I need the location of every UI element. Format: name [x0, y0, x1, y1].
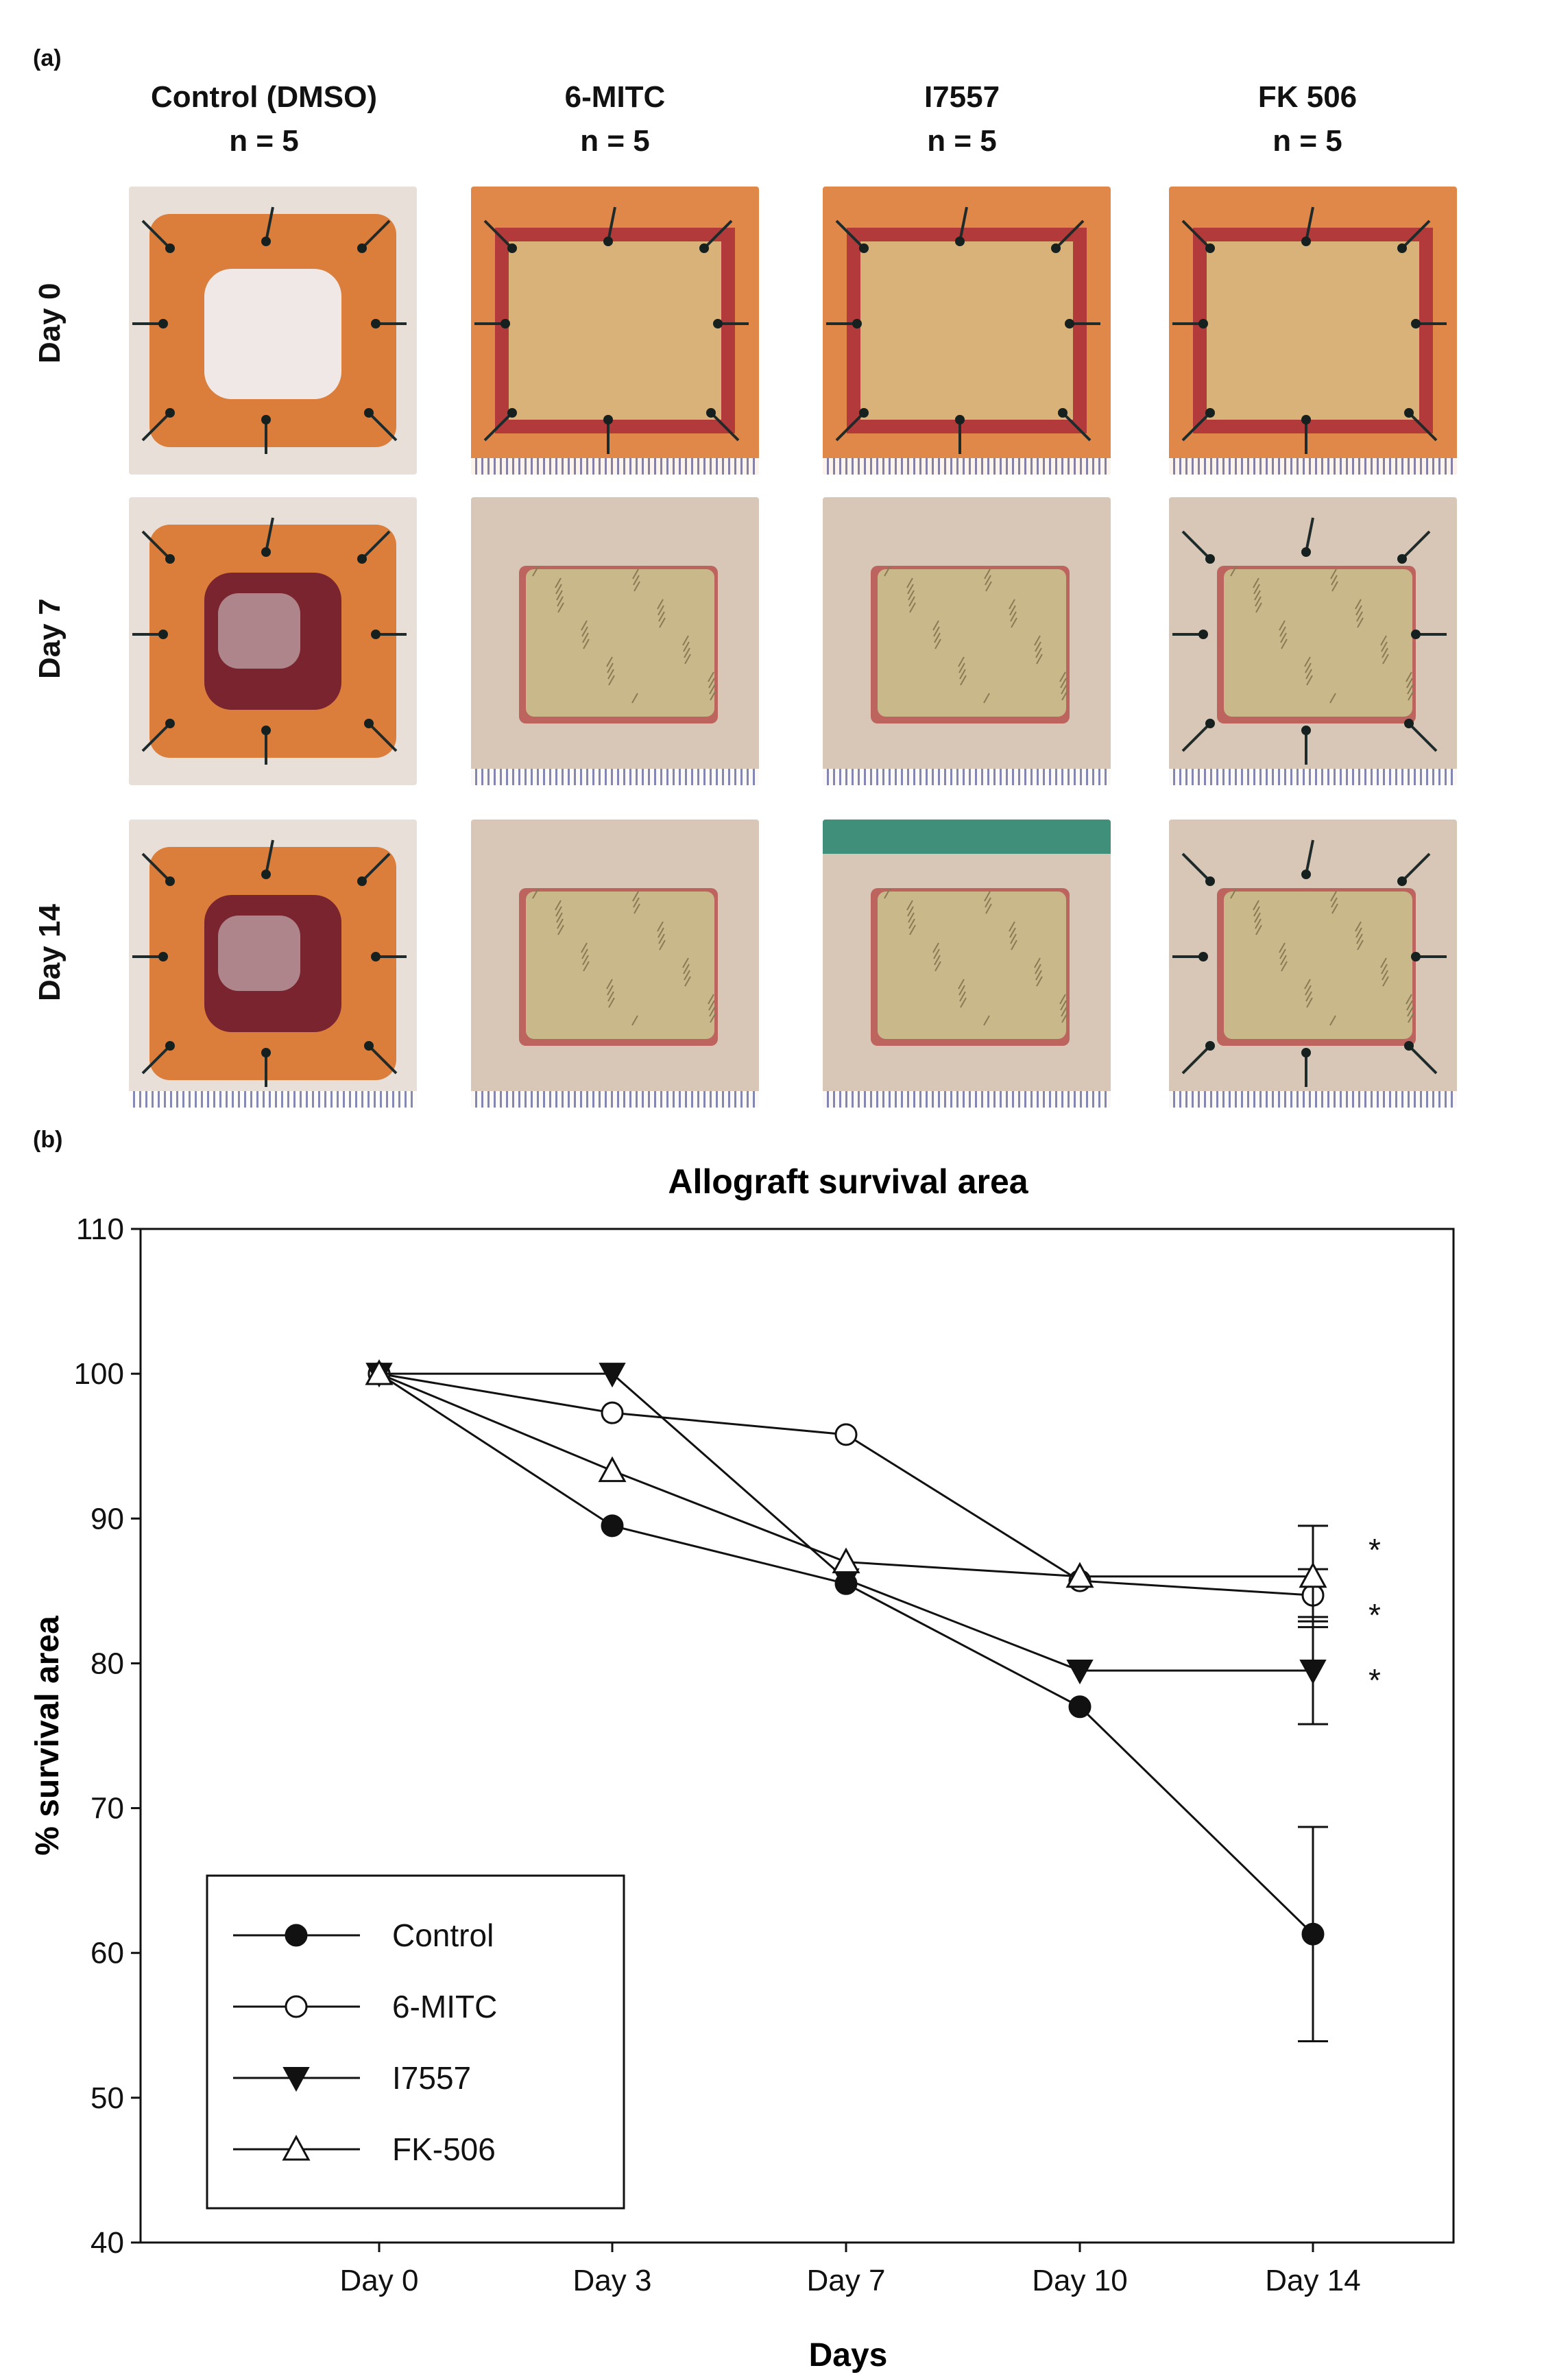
column-title: I7557 [924, 80, 1000, 114]
y-axis: 40 50 60 70 80 90 100 110 [74, 1212, 141, 2260]
graft-photo-day0-col4 [1169, 187, 1457, 475]
legend-marker [285, 1924, 308, 1947]
column-title: Control (DMSO) [151, 80, 377, 114]
plot-frame [139, 1228, 1455, 2244]
scale-ruler [471, 769, 759, 785]
x-axis: Day 0 Day 3 Day 7 Day 10 Day 14 [340, 2243, 1361, 2297]
y-tick-label: 80 [91, 1647, 124, 1680]
graft-photo-day7-col1 [129, 497, 417, 785]
y-tick-label: 40 [91, 2226, 124, 2260]
column-header-control: Control (DMSO) n = 5 [113, 75, 415, 163]
graft-photo-day0-col2 [471, 187, 759, 475]
significance-marker: * [1368, 1597, 1381, 1633]
panel-a-label: (a) [33, 45, 62, 71]
data-point [598, 1456, 627, 1483]
series-line [378, 1372, 1314, 1935]
column-n: n = 5 [580, 124, 650, 158]
x-tick-label: Day 7 [807, 2264, 886, 2297]
legend-label: Control [392, 1917, 494, 1953]
y-tick-label: 70 [91, 1792, 124, 1826]
legend-label: I7557 [392, 2060, 471, 2096]
column-n: n = 5 [1273, 124, 1342, 158]
graft-photo-day14-col3 [823, 820, 1111, 1108]
y-tick-label: 50 [91, 2081, 124, 2115]
row-label-day0: Day 0 [33, 283, 67, 363]
data-point [601, 1514, 624, 1538]
column-n: n = 5 [927, 124, 997, 158]
column-header-6mitc: 6-MITC n = 5 [464, 75, 766, 163]
series-line [378, 1372, 1313, 1578]
legend: Control 6-MITC I7557 FK-506 [206, 1874, 625, 2210]
legend-marker [285, 1995, 308, 2018]
series-fk-506 [365, 1359, 1328, 1629]
scale-ruler [823, 1091, 1111, 1108]
y-axis-label: % survival area [29, 1616, 66, 1856]
x-tick-label: Day 0 [340, 2264, 419, 2297]
data-point [599, 1363, 626, 1388]
scale-ruler [823, 769, 1111, 785]
graft-photo-day7-col2 [471, 497, 759, 785]
graft-photo-day14-col4 [1169, 820, 1457, 1108]
series-i7557 [365, 1363, 1328, 1725]
y-tick-label: 110 [76, 1212, 124, 1246]
scale-ruler [1169, 458, 1457, 475]
x-tick-label: Day 10 [1032, 2264, 1127, 2297]
scale-ruler [823, 458, 1111, 475]
legend-marker [282, 2067, 310, 2092]
graft-photo-day7-col4 [1169, 497, 1457, 785]
graft-photo-day0-col1 [129, 187, 417, 475]
series-layer [365, 1359, 1328, 2043]
chart-title: Allograft survival area [668, 1162, 1028, 1201]
data-point [1299, 1562, 1327, 1588]
y-tick-label: 60 [91, 1937, 124, 1970]
column-n: n = 5 [229, 124, 299, 158]
scale-ruler [129, 1091, 417, 1108]
graft-photo-day14-col2 [471, 820, 759, 1108]
row-label-day14: Day 14 [33, 904, 67, 1001]
column-header-i7557: I7557 n = 5 [811, 75, 1113, 163]
column-title: 6-MITC [564, 80, 666, 114]
annotation-layer: * * * [1368, 1532, 1381, 1698]
survival-chart: Allograft survival area 40 50 60 70 80 90 100 1… [29, 1162, 1455, 2374]
data-point [1068, 1695, 1091, 1719]
x-tick-label: Day 3 [573, 2264, 652, 2297]
data-point [601, 1401, 624, 1424]
data-point [832, 1547, 860, 1574]
data-point [365, 1359, 394, 1385]
scale-ruler [1169, 769, 1457, 785]
data-point [834, 1423, 858, 1446]
legend-marker [282, 2134, 311, 2161]
legend-label: FK-506 [392, 2131, 496, 2167]
panel-b-label: (b) [33, 1127, 63, 1153]
legend-items: Control 6-MITC I7557 FK-506 [233, 1917, 497, 2167]
scale-ruler [471, 1091, 759, 1108]
y-tick-label: 100 [74, 1357, 124, 1391]
x-axis-label: Days [809, 2337, 888, 2374]
graft-photo-day14-col1 [129, 820, 417, 1108]
graft-photo-day0-col3 [823, 187, 1111, 475]
scale-ruler [1169, 1091, 1457, 1108]
column-title: FK 506 [1257, 80, 1358, 114]
data-point [1065, 1562, 1094, 1588]
significance-marker: * [1368, 1532, 1381, 1568]
graft-photo-day7-col3 [823, 497, 1111, 785]
scale-ruler [471, 458, 759, 475]
series-line [379, 1372, 1313, 1672]
data-point [1301, 1922, 1325, 1946]
significance-marker: * [1368, 1662, 1381, 1698]
legend-label: 6-MITC [392, 1989, 497, 2024]
column-header-fk506: FK 506 n = 5 [1157, 75, 1458, 163]
legend-box [206, 1874, 625, 2210]
row-label-day7: Day 7 [33, 598, 67, 679]
data-point [1299, 1659, 1327, 1685]
data-point [1066, 1659, 1094, 1685]
x-tick-label: Day 14 [1265, 2264, 1360, 2297]
y-tick-label: 90 [91, 1502, 124, 1535]
